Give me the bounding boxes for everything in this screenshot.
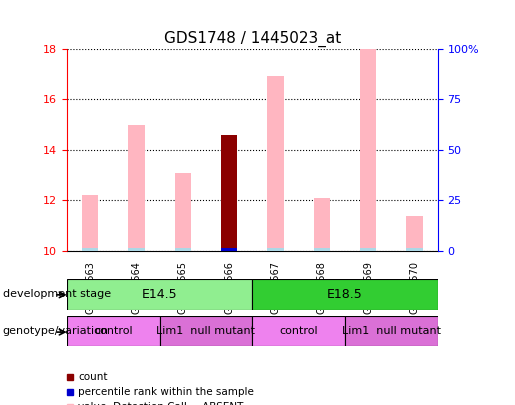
Bar (128, 248, 145, 251)
Text: control: control (279, 326, 318, 336)
Bar (175, 173, 191, 251)
Bar (128, 125, 145, 251)
Bar (406, 215, 423, 251)
Bar (314, 248, 330, 251)
Text: count: count (78, 372, 108, 382)
Text: development stage: development stage (3, 290, 111, 299)
FancyBboxPatch shape (345, 316, 438, 346)
Text: control: control (94, 326, 133, 336)
Text: Lim1  null mutant: Lim1 null mutant (157, 326, 255, 336)
Bar (267, 77, 284, 251)
Text: Lim1  null mutant: Lim1 null mutant (342, 326, 441, 336)
Bar (221, 248, 237, 251)
FancyBboxPatch shape (160, 316, 252, 346)
FancyBboxPatch shape (67, 316, 160, 346)
Text: E14.5: E14.5 (142, 288, 178, 301)
Bar (360, 248, 376, 251)
Text: genotype/variation: genotype/variation (3, 326, 109, 336)
Bar (406, 248, 423, 251)
Bar (82, 248, 98, 251)
Bar (314, 198, 330, 251)
FancyBboxPatch shape (252, 279, 438, 310)
FancyBboxPatch shape (67, 279, 252, 310)
Text: value, Detection Call = ABSENT: value, Detection Call = ABSENT (78, 403, 244, 405)
FancyBboxPatch shape (252, 316, 345, 346)
Text: percentile rank within the sample: percentile rank within the sample (78, 387, 254, 397)
Bar (221, 134, 237, 251)
Bar (360, 49, 376, 251)
Bar (82, 196, 98, 251)
Bar (267, 248, 284, 251)
Bar (175, 248, 191, 251)
Text: E18.5: E18.5 (327, 288, 363, 301)
Title: GDS1748 / 1445023_at: GDS1748 / 1445023_at (164, 31, 341, 47)
